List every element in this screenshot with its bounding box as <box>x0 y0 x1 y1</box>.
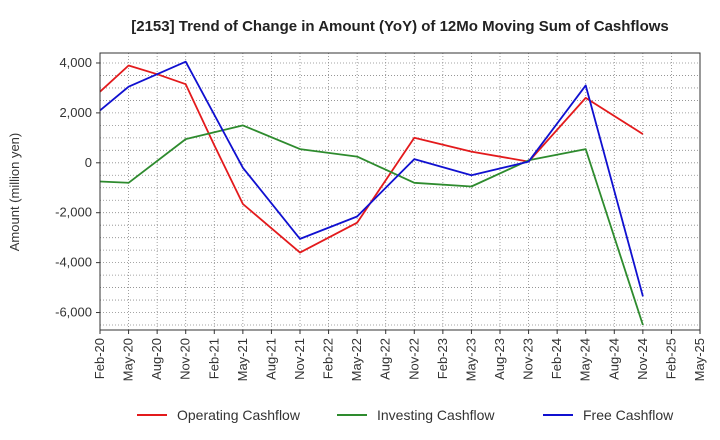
x-tick-label: May-23 <box>463 338 478 381</box>
legend-label: Operating Cashflow <box>177 407 301 423</box>
y-axis-label: Amount (million yen) <box>7 133 22 252</box>
x-tick-label: Nov-23 <box>521 338 536 380</box>
investing-cashflow-line <box>99 124 644 326</box>
x-ticks: Feb-20 May-20 Aug-20 Nov-20 Feb-21 May-21 Aug-… <box>92 330 707 381</box>
grid <box>99 53 701 330</box>
y-tick-label: -4,000 <box>55 255 92 270</box>
x-tick-label: Feb-23 <box>435 338 450 379</box>
plot-frame <box>99 52 701 331</box>
x-tick-label: Nov-24 <box>635 338 650 380</box>
y-tick-label: 0 <box>85 155 92 170</box>
x-tick-label: Feb-21 <box>206 338 221 379</box>
legend-label: Free Cashflow <box>583 407 674 423</box>
y-tick-label: -2,000 <box>55 205 92 220</box>
x-tick-label: Feb-20 <box>92 338 107 379</box>
y-tick-label: -6,000 <box>55 305 92 320</box>
series-lines <box>99 60 644 326</box>
operating-cashflow-line <box>99 64 644 254</box>
x-tick-label: Aug-21 <box>263 338 278 380</box>
x-tick-label: May-22 <box>349 338 364 381</box>
legend-label: Investing Cashflow <box>377 407 495 423</box>
x-tick-label: Feb-24 <box>549 338 564 379</box>
x-tick-label: May-24 <box>578 338 593 381</box>
x-tick-label: May-25 <box>692 338 707 381</box>
y-ticks: 4,000 2,000 0 -2,000 -4,000 -6,000 <box>55 55 100 320</box>
x-tick-label: May-21 <box>235 338 250 381</box>
x-tick-label: Aug-24 <box>606 338 621 380</box>
x-tick-label: Nov-21 <box>292 338 307 380</box>
x-tick-label: Feb-25 <box>663 338 678 379</box>
chart-title: [2153] Trend of Change in Amount (YoY) o… <box>131 18 669 35</box>
x-tick-label: Feb-22 <box>321 338 336 379</box>
x-tick-label: May-20 <box>121 338 136 381</box>
x-tick-label: Aug-20 <box>149 338 164 380</box>
x-tick-label: Aug-23 <box>492 338 507 380</box>
x-tick-label: Nov-20 <box>178 338 193 380</box>
free-cashflow-line <box>99 60 644 297</box>
y-tick-label: 2,000 <box>59 105 92 120</box>
y-tick-label: 4,000 <box>59 55 92 70</box>
x-tick-label: Nov-22 <box>406 338 421 380</box>
legend: Operating Cashflow Investing Cashflow Free… <box>137 407 674 423</box>
x-tick-label: Aug-22 <box>378 338 393 380</box>
